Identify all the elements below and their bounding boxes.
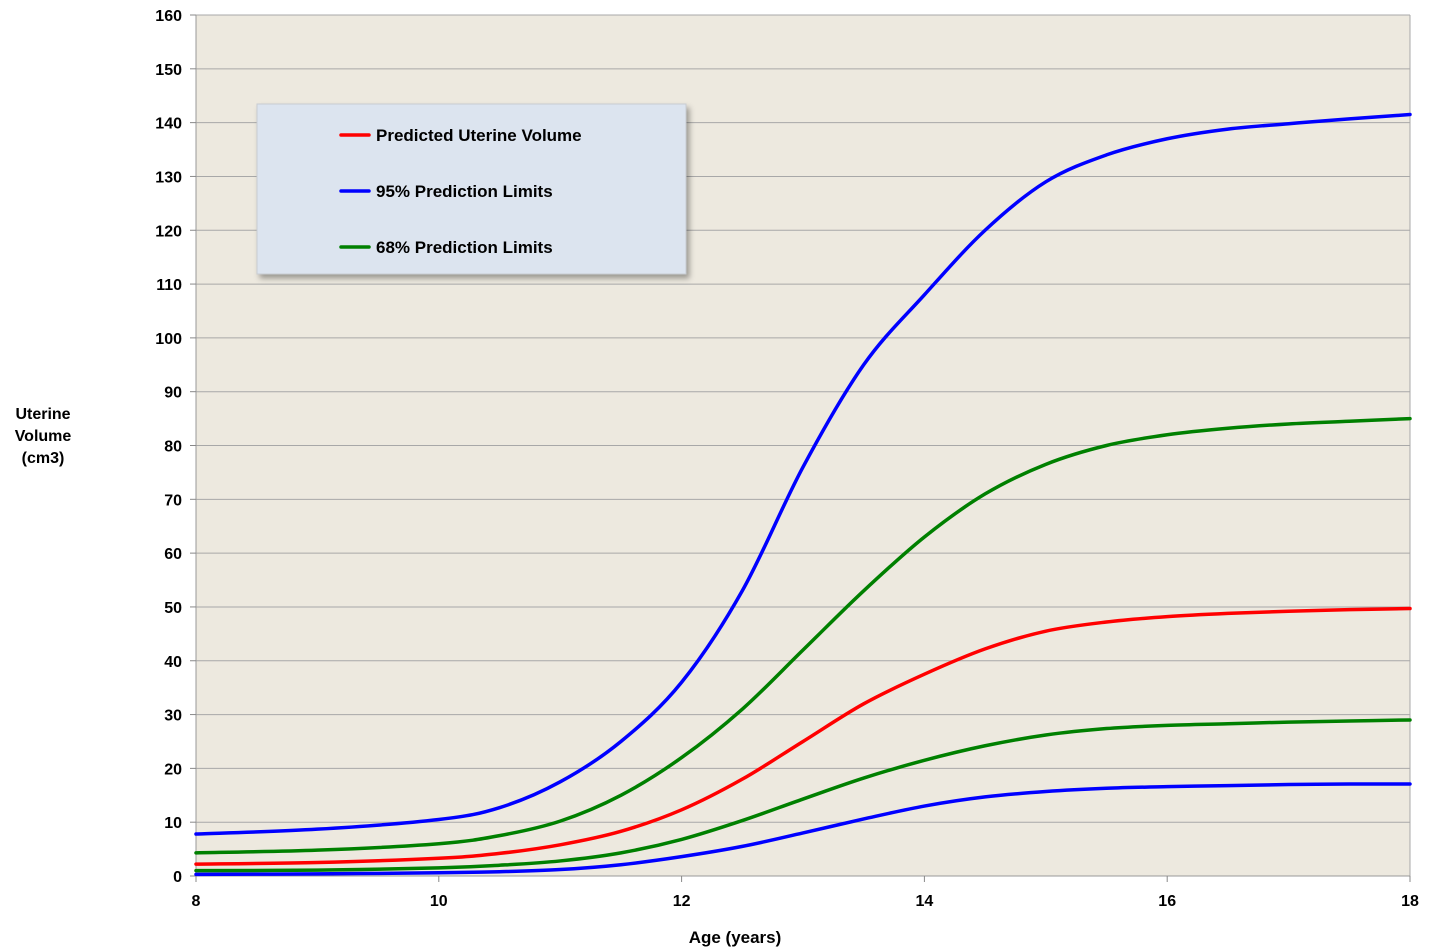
y-tick-label: 60 <box>164 546 182 563</box>
x-tick-labels: 8 10 12 14 16 18 <box>192 876 1419 910</box>
y-tick-label: 110 <box>156 277 182 294</box>
y-tick-label: 140 <box>155 116 182 133</box>
x-tick-label: 18 <box>1401 893 1419 910</box>
x-tick-label: 10 <box>430 893 448 910</box>
legend-label: 95% Prediction Limits <box>376 182 553 201</box>
y-tick-label: 10 <box>164 815 182 832</box>
legend-label: Predicted Uterine Volume <box>376 126 582 145</box>
y-tick-label: 0 <box>173 869 182 886</box>
y-tick-label: 70 <box>164 492 182 509</box>
y-tick-label: 50 <box>164 600 182 617</box>
x-tick-label: 12 <box>673 893 691 910</box>
y-tick-label: 150 <box>155 62 182 79</box>
y-tick-label: 120 <box>155 223 182 240</box>
x-tick-label: 8 <box>192 893 201 910</box>
y-tick-label: 130 <box>155 169 182 186</box>
x-axis-title: Age (years) <box>689 928 782 947</box>
legend-label: 68% Prediction Limits <box>376 238 553 257</box>
x-tick-label: 16 <box>1158 893 1176 910</box>
y-axis-title: Uterine Volume (cm3) <box>0 404 86 470</box>
y-tick-label: 20 <box>164 761 182 778</box>
y-tick-labels: 0 10 20 30 40 50 60 70 80 90 100 110 120 130 140 150 160 <box>155 8 196 886</box>
y-tick-label: 90 <box>164 385 182 402</box>
y-tick-label: 40 <box>164 654 182 671</box>
y-tick-label: 160 <box>155 8 182 25</box>
y-tick-label: 30 <box>164 708 182 725</box>
x-tick-label: 14 <box>916 893 934 910</box>
y-tick-label: 80 <box>164 439 182 456</box>
legend: Predicted Uterine Volume 95% Prediction L… <box>257 104 686 274</box>
y-tick-label: 100 <box>155 331 182 348</box>
